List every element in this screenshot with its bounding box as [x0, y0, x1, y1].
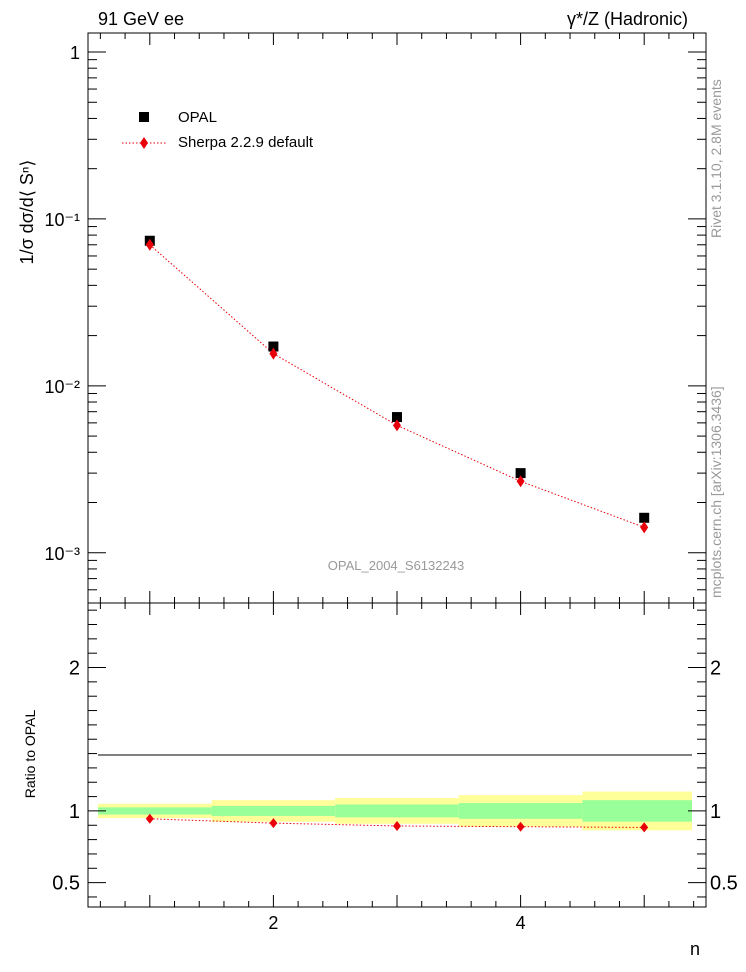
ratio-y-tick-label-left: 0.5 [52, 873, 80, 895]
ratio-y-tick-label-right: 2 [710, 658, 721, 680]
main-y-tick-label: 10⁻¹ [44, 210, 80, 230]
ratio-y-tick-label-right: 1 [710, 801, 721, 823]
ratio-axis-ticks [88, 603, 706, 907]
main-data-points [144, 235, 650, 534]
opal-data-point [639, 512, 650, 523]
main-y-tick-label: 10⁻³ [44, 544, 80, 564]
main-plot-panel: 1 10⁻¹ 10⁻² 10⁻³ 1/σ dσ/d⟨ Sⁿ⟩ OPAL_2004_S6… [17, 32, 707, 604]
legend-sherpa-label: Sherpa 2.2.9 default [178, 134, 314, 151]
main-y-tick-label: 1 [70, 43, 80, 63]
opal-data-point [268, 341, 279, 352]
mcplots-label: mcplots.cern.ch [arXiv:1306.3436] [708, 386, 724, 598]
sherpa-ratio-point [516, 821, 525, 832]
x-axis-label: n [690, 939, 700, 959]
sherpa-ratio-point [269, 818, 278, 829]
header-left-label: 91 GeV ee [98, 9, 184, 29]
stat-uncertainty-band [98, 807, 212, 815]
watermark-label: OPAL_2004_S6132243 [328, 558, 464, 573]
ratio-x-tick-label: 2 [268, 913, 278, 933]
ratio-y-tick-label-left: 2 [69, 658, 80, 680]
legend-opal-label: OPAL [178, 109, 217, 126]
stat-uncertainty-band [458, 803, 583, 819]
main-y-axis-label: 1/σ dσ/d⟨ Sⁿ⟩ [17, 160, 37, 265]
sherpa-data-point [269, 347, 278, 360]
sherpa-data-point [640, 521, 649, 534]
sherpa-line-main [149, 244, 645, 528]
ratio-frame [87, 602, 707, 908]
stat-uncertainty-band [211, 805, 336, 816]
ratio-x-tick-label: 4 [516, 913, 526, 933]
stat-uncertainty-band [335, 804, 459, 818]
legend-opal-marker [139, 112, 149, 122]
main-y-tick-label: 10⁻² [44, 377, 80, 397]
sherpa-ratio-point [640, 822, 649, 833]
sherpa-ratio-point [145, 813, 154, 824]
rivet-label: Rivet 3.1.10, 2.8M events [708, 79, 724, 238]
opal-data-point [515, 468, 526, 479]
header-right-label: γ*/Z (Hadronic) [567, 9, 688, 29]
ratio-y-axis-label: Ratio to OPAL [22, 710, 38, 799]
ratio-uncertainty-bands [98, 791, 692, 831]
main-axis-ticks [88, 33, 706, 604]
ratio-y-tick-label-right: 0.5 [710, 873, 738, 895]
sherpa-ratio-point [393, 820, 401, 831]
ratio-y-tick-labels: 0.5 0.5 1 1 2 2 [52, 658, 738, 895]
sherpa-data-point [145, 238, 154, 251]
opal-data-point [392, 412, 402, 423]
sherpa-data-point [393, 419, 401, 432]
stat-uncertainty-band [582, 800, 692, 822]
sherpa-data-point [516, 475, 525, 488]
ratio-data-points [145, 813, 649, 833]
legend: OPAL Sherpa 2.2.9 default [122, 109, 314, 151]
main-y-tick-labels: 1 10⁻¹ 10⁻² 10⁻³ [44, 43, 80, 564]
ratio-y-tick-label-left: 1 [69, 801, 80, 823]
legend-sherpa-marker [140, 137, 148, 149]
